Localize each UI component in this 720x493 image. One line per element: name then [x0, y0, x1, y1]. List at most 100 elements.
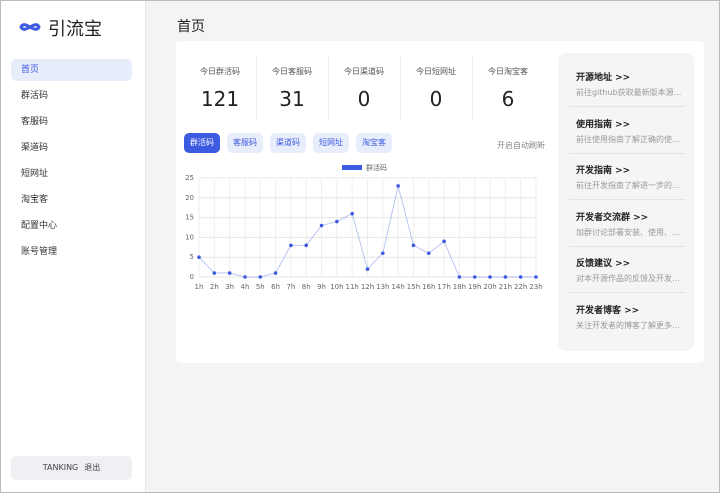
- point: [227, 271, 232, 275]
- point: [258, 275, 263, 279]
- stat: 今日渠道码 0: [328, 66, 400, 111]
- point: [488, 275, 492, 279]
- stat-sep: [472, 55, 473, 121]
- user-box: TANKING 退出: [11, 456, 132, 480]
- stat: 今日短网址 0: [400, 66, 472, 111]
- x-tick-label: 23h: [529, 283, 542, 291]
- brand: 引流宝: [48, 19, 102, 40]
- link-desc: 加群讨论部署安装、使用、...: [576, 227, 680, 237]
- logout[interactable]: 退出: [84, 463, 101, 472]
- stat: 今日群活码 121: [184, 66, 256, 111]
- point: [411, 243, 416, 248]
- x-tick-label: 1h: [195, 283, 204, 291]
- point: [365, 267, 370, 271]
- legend-swatch: [342, 165, 362, 170]
- stat-value: 6: [501, 87, 515, 111]
- y-tick-label: 10: [185, 233, 194, 241]
- y-tick-label: 15: [185, 214, 194, 222]
- link-title[interactable]: 开源地址 >>: [576, 73, 631, 83]
- x-tick-label: 13h: [376, 283, 389, 291]
- stat: 今日客服码 31: [256, 66, 328, 111]
- link-title[interactable]: 使用指南 >>: [576, 119, 631, 130]
- logo: [19, 23, 41, 31]
- tab[interactable]: 淘宝客: [356, 133, 392, 153]
- link-desc: 前往开发指南了解进一步的...: [576, 181, 680, 190]
- point: [273, 271, 278, 275]
- link-sep: [569, 292, 685, 293]
- legend-label: 群活码: [366, 163, 387, 172]
- link-sep: [569, 152, 685, 154]
- y-tick-label: 25: [185, 174, 194, 182]
- link-sep: [569, 245, 685, 247]
- y-tick-label: 5: [190, 253, 194, 261]
- menu-item[interactable]: 客服码: [21, 117, 49, 127]
- x-tick-label: 7h: [286, 283, 295, 291]
- point: [212, 271, 217, 275]
- x-tick-label: 5h: [256, 283, 265, 291]
- auto-refresh[interactable]: 开启自动刷新: [497, 141, 545, 150]
- menu-item[interactable]: 群活码: [21, 91, 49, 101]
- point: [289, 243, 293, 248]
- point: [381, 251, 385, 256]
- link-sep: [569, 199, 685, 200]
- menu-item[interactable]: 配置中心: [21, 221, 58, 231]
- point: [304, 243, 309, 248]
- y-tick-label: 20: [185, 194, 194, 202]
- x-tick-label: 8h: [302, 283, 311, 291]
- menu-item[interactable]: 短网址: [21, 169, 49, 179]
- x-tick-label: 2h: [210, 283, 219, 291]
- tab[interactable]: 群活码: [184, 133, 220, 153]
- link-title[interactable]: 开发者交流群 >>: [576, 212, 649, 223]
- x-tick-label: 11h: [346, 283, 359, 291]
- stat-sep: [256, 55, 257, 121]
- point: [442, 239, 446, 244]
- link-desc: 前往使用指南了解正确的使...: [576, 134, 680, 144]
- tab[interactable]: 渠道码: [270, 133, 306, 153]
- link-title[interactable]: 开发者博客 >>: [576, 305, 640, 316]
- stat-label: 今日淘宝客: [488, 67, 528, 76]
- menu-item[interactable]: 账号管理: [21, 247, 58, 257]
- point: [319, 223, 324, 228]
- links-panel: [558, 53, 694, 351]
- point: [426, 251, 431, 256]
- point: [350, 211, 354, 216]
- x-tick-label: 22h: [514, 283, 527, 291]
- point: [534, 275, 538, 279]
- link-title[interactable]: 开发指南 >>: [576, 166, 631, 176]
- stat-value: 121: [200, 87, 240, 111]
- sidebar: 引流宝: [1, 1, 146, 492]
- x-tick-label: 9h: [317, 283, 326, 291]
- point: [518, 275, 523, 279]
- x-tick-label: 14h: [391, 283, 404, 291]
- page-title: 首页: [177, 19, 205, 35]
- tab[interactable]: 短网址: [313, 133, 349, 153]
- point: [503, 275, 508, 279]
- user-name: TANKING: [42, 463, 79, 472]
- link-desc: 前往github获取最新版本源...: [576, 88, 682, 97]
- x-tick-label: 4h: [241, 283, 250, 291]
- link-desc: 关注开发者的博客了解更多...: [576, 320, 680, 330]
- link-title[interactable]: 反馈建议 >>: [576, 259, 631, 269]
- stat-value: 31: [279, 87, 305, 111]
- menu-item[interactable]: 淘宝客: [21, 195, 49, 205]
- x-tick-label: 3h: [225, 283, 234, 291]
- stat: 今日淘宝客 6: [472, 66, 544, 111]
- y-tick-label: 0: [190, 273, 194, 281]
- x-tick-label: 20h: [483, 283, 496, 291]
- point: [243, 275, 247, 279]
- stat-label: 今日短网址: [416, 67, 456, 76]
- stat-sep: [400, 55, 401, 121]
- stat-label: 今日渠道码: [344, 67, 384, 76]
- chart: 0 5 10 15 20 25 1h 2h 3h 4h 5h 6h 7h 8h 9h 10h 11h 12h 13h…: [185, 163, 543, 291]
- stat-label: 今日客服码: [272, 67, 312, 76]
- stat-label: 今日群活码: [200, 67, 240, 76]
- menu-item[interactable]: 渠道码: [21, 143, 49, 153]
- stat-sep: [328, 55, 329, 121]
- link-sep: [569, 106, 685, 107]
- x-tick-label: 19h: [468, 283, 481, 291]
- x-tick-label: 21h: [499, 283, 512, 291]
- x-tick-label: 17h: [437, 283, 450, 291]
- stat-value: 0: [357, 87, 371, 111]
- tab[interactable]: 客服码: [227, 133, 263, 153]
- menu-item[interactable]: 首页: [11, 59, 132, 81]
